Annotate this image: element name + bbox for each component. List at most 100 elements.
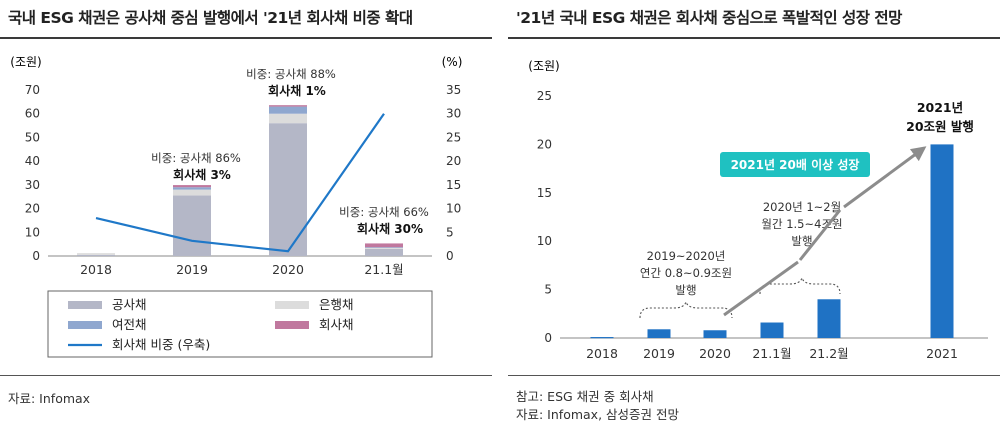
- left-annotation-line1: 비중: 공사채 86%: [151, 151, 241, 165]
- left-chart-title: 국내 ESG 채권은 공사채 중심 발행에서 '21년 회사채 비중 확대: [8, 9, 413, 27]
- right-y-unit: (조원): [528, 59, 559, 73]
- left-x-tick-label: 2018: [80, 262, 112, 277]
- left-y-tick-label: 60: [25, 107, 40, 121]
- right-bar: [703, 330, 727, 338]
- left-source-note: 자료: Infomax: [8, 391, 91, 406]
- left-legend-box: [47, 290, 433, 358]
- right-brace-2021-early: [759, 276, 841, 295]
- right-x-tick-label: 2021: [926, 346, 958, 361]
- right-callout-2019-2020-text: 발행: [675, 283, 696, 297]
- left-title-rule: [0, 37, 492, 39]
- left-y-tick-label: 30: [25, 178, 40, 192]
- left-x-tick-label: 21.1월: [364, 262, 403, 277]
- right-growth-badge: [720, 152, 870, 177]
- left-bar-segment: [365, 247, 403, 249]
- left-legend-label: 회사채: [319, 317, 354, 332]
- right-note-2: 자료: Infomax, 삼성증권 전망: [516, 407, 679, 422]
- right-bar: [760, 322, 784, 338]
- left-bottom-rule: [0, 375, 492, 376]
- left-legend-swatch: [275, 301, 309, 309]
- left-y-tick-label: 70: [25, 83, 40, 97]
- right-callout-2021-early-text: 월간 1.5~4조원: [761, 217, 842, 231]
- left-bar-segment: [173, 187, 211, 190]
- left-y-tick-label: 50: [25, 130, 40, 144]
- right-chart-title: '21년 국내 ESG 채권은 회사채 중심으로 폭발적인 성장 전망: [516, 9, 902, 27]
- right-title-rule: [508, 37, 1000, 39]
- left-bar-segment: [269, 123, 307, 256]
- right-x-tick-label: 2019: [643, 346, 675, 361]
- right-y-tick-label: 0: [544, 331, 552, 345]
- right-callout-2021-early-text: 발행: [791, 234, 812, 248]
- right-x-tick-label: 21.2월: [809, 346, 848, 361]
- right-bar: [647, 329, 671, 338]
- left-y2-unit: (%): [442, 55, 463, 69]
- left-y-tick-label: 40: [25, 154, 40, 168]
- right-brace-2019-2020: [639, 300, 733, 319]
- right-y-tick-label: 25: [537, 89, 552, 103]
- left-y2-tick-label: 25: [446, 130, 461, 144]
- left-x-tick-label: 2020: [272, 262, 304, 277]
- right-x-tick-label: 2018: [586, 346, 618, 361]
- left-bar-segment: [365, 243, 403, 248]
- right-bar: [930, 144, 954, 338]
- left-legend-swatch: [68, 301, 102, 309]
- right-x-tick-label: 2020: [699, 346, 731, 361]
- right-y-tick-label: 10: [537, 234, 552, 248]
- left-y-unit: (조원): [10, 55, 41, 69]
- left-bar-segment: [173, 185, 211, 188]
- left-y-tick-label: 10: [25, 225, 40, 239]
- left-line-series: [95, 113, 385, 253]
- left-legend-label: 은행채: [319, 297, 354, 312]
- left-annotation-line2: 회사채 3%: [173, 167, 231, 182]
- left-legend-label: 여전채: [112, 317, 147, 332]
- right-top-label-line1: 2021년: [917, 100, 963, 115]
- left-y2-tick-label: 20: [446, 154, 461, 168]
- left-annotation-line2: 회사채 1%: [268, 83, 326, 98]
- left-legend-label: 공사채: [112, 297, 147, 312]
- right-top-label-line2: 20조원 발행: [906, 119, 974, 134]
- right-chart-svg: (조원) 0 5 10 15 20 25 2018 2019 2020 21.1월 21.2월 2021…: [528, 59, 988, 361]
- left-chart-svg: (조원) (%) 0 10 20 30 40 50 60 70 0 5 10 15 20 25 30 35 2018…: [10, 55, 463, 358]
- right-x-tick-label: 21.1월: [752, 346, 791, 361]
- left-y2-tick-label: 30: [446, 107, 461, 121]
- left-legend-swatch: [68, 321, 102, 329]
- left-y2-tick-label: 10: [446, 202, 461, 216]
- right-y-tick-label: 15: [537, 186, 552, 200]
- left-bar-segment: [269, 113, 307, 124]
- left-bar-segment: [173, 189, 211, 196]
- left-annotation-line1: 비중: 공사채 88%: [246, 67, 336, 81]
- right-bar: [817, 299, 841, 338]
- right-arrow-1: [723, 260, 799, 317]
- left-y2-tick-label: 35: [446, 83, 461, 97]
- left-bar-segment: [77, 253, 115, 255]
- right-bar: [590, 337, 614, 339]
- left-legend-swatch: [275, 321, 309, 329]
- left-annotation-line1: 비중: 공사채 66%: [339, 205, 429, 219]
- left-bar-segment: [365, 248, 403, 256]
- left-bar-segment: [173, 195, 211, 256]
- left-y2-tick-label: 15: [446, 178, 461, 192]
- right-arrow-3: [843, 146, 927, 209]
- left-x-tick-label: 2019: [176, 262, 208, 277]
- left-bar-segment: [365, 247, 403, 248]
- left-bar-segment: [269, 106, 307, 114]
- right-growth-badge-text: 2021년 20배 이상 성장: [731, 157, 860, 172]
- right-bottom-rule: [508, 375, 1000, 376]
- right-callout-2019-2020-text: 2019~2020년: [647, 249, 726, 263]
- right-y-tick-label: 5: [544, 283, 552, 297]
- left-annotation-line2: 회사채 30%: [357, 221, 423, 236]
- right-y-tick-label: 20: [537, 137, 552, 151]
- right-chart-panel: '21년 국내 ESG 채권은 회사채 중심으로 폭발적인 성장 전망 (조원)…: [508, 0, 1000, 429]
- left-y-tick-label: 20: [25, 202, 40, 216]
- left-bar-segment: [269, 105, 307, 107]
- right-note-1: 참고: ESG 채권 중 회사채: [516, 389, 654, 404]
- left-y2-tick-label: 0: [446, 249, 454, 263]
- right-callout-2019-2020-text: 연간 0.8~0.9조원: [640, 266, 732, 280]
- left-legend-line-label: 회사채 비중 (우축): [112, 337, 210, 352]
- right-callout-2021-early-text: 2020년 1~2월: [763, 200, 841, 214]
- right-arrow-2: [798, 209, 842, 261]
- left-y2-tick-label: 5: [446, 225, 454, 239]
- left-y-tick-label: 0: [32, 249, 40, 263]
- left-bar-segment: [77, 254, 115, 256]
- left-chart-panel: 국내 ESG 채권은 공사채 중심 발행에서 '21년 회사채 비중 확대 (조…: [0, 0, 492, 429]
